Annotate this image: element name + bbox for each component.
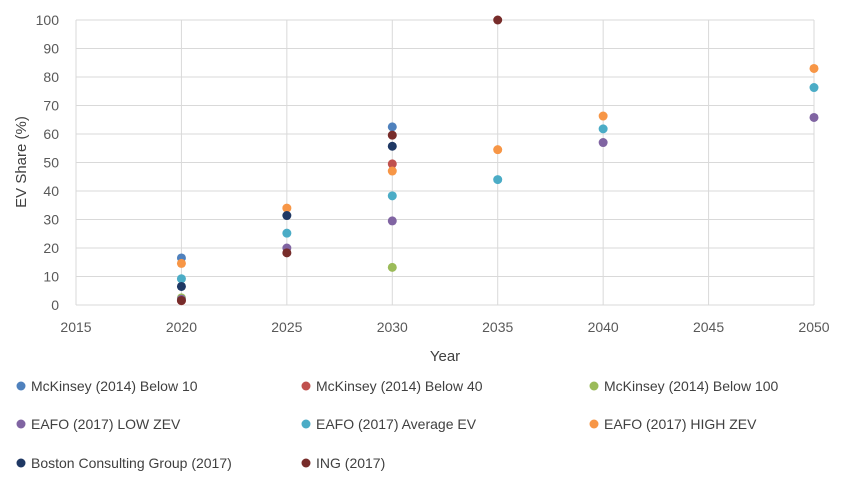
legend-marker	[16, 458, 26, 468]
y-tick-label: 0	[51, 297, 59, 313]
legend-item: EAFO (2017) HIGH ZEV	[589, 416, 757, 432]
data-point	[387, 130, 397, 140]
data-point	[387, 216, 397, 226]
x-tick-label: 2025	[271, 319, 302, 335]
legend-marker	[301, 381, 311, 391]
data-point	[493, 145, 503, 155]
data-point	[809, 112, 819, 122]
y-tick-label: 100	[36, 12, 60, 28]
data-point	[176, 258, 186, 268]
data-point	[282, 203, 292, 213]
x-tick-label: 2030	[377, 319, 408, 335]
data-point	[598, 124, 608, 134]
y-tick-label: 60	[43, 126, 59, 142]
x-tick-label: 2050	[798, 319, 829, 335]
data-point	[176, 274, 186, 284]
data-point	[809, 63, 819, 73]
legend-label: McKinsey (2014) Below 100	[604, 378, 779, 394]
legend-marker	[589, 381, 599, 391]
data-point	[387, 262, 397, 272]
legend-label: ING (2017)	[316, 455, 385, 471]
legend-item: ING (2017)	[301, 455, 385, 471]
data-point	[282, 228, 292, 238]
legend-marker	[16, 381, 26, 391]
x-tick-label: 2020	[166, 319, 197, 335]
data-point	[282, 211, 292, 221]
legend-label: EAFO (2017) Average EV	[316, 416, 477, 432]
x-tick-label: 2045	[693, 319, 724, 335]
x-tick-label: 2015	[60, 319, 91, 335]
y-tick-label: 80	[43, 69, 59, 85]
legend-label: EAFO (2017) HIGH ZEV	[604, 416, 757, 432]
legend-item: EAFO (2017) LOW ZEV	[16, 416, 181, 432]
legend-item: McKinsey (2014) Below 10	[16, 378, 198, 394]
legend-item: EAFO (2017) Average EV	[301, 416, 477, 432]
grid	[75, 19, 815, 306]
legend-marker	[301, 419, 311, 429]
y-tick-label: 70	[43, 98, 59, 114]
data-point	[387, 141, 397, 151]
y-axis-title: EV Share (%)	[13, 116, 30, 208]
x-tick-label: 2035	[482, 319, 513, 335]
data-point	[387, 166, 397, 176]
legend-item: McKinsey (2014) Below 100	[589, 378, 779, 394]
y-tick-label: 50	[43, 155, 59, 171]
data-point	[598, 111, 608, 121]
legend: McKinsey (2014) Below 10 McKinsey (2014) …	[16, 378, 779, 471]
legend-marker	[301, 458, 311, 468]
data-point	[387, 122, 397, 132]
data-point	[387, 159, 397, 169]
legend-label: Boston Consulting Group (2017)	[31, 455, 232, 471]
y-tick-label: 90	[43, 41, 59, 57]
data-point	[598, 138, 608, 148]
legend-label: EAFO (2017) LOW ZEV	[31, 416, 181, 432]
data-point	[493, 15, 503, 25]
legend-label: McKinsey (2014) Below 40	[316, 378, 483, 394]
x-tick-label: 2040	[588, 319, 619, 335]
legend-item: Boston Consulting Group (2017)	[16, 455, 232, 471]
data-point	[176, 281, 186, 291]
y-tick-label: 10	[43, 269, 59, 285]
y-tick-label: 30	[43, 212, 59, 228]
data-point	[493, 175, 503, 185]
x-axis-title: Year	[430, 348, 460, 365]
data-point	[282, 248, 292, 258]
data-points	[176, 15, 819, 306]
legend-label: McKinsey (2014) Below 10	[31, 378, 198, 394]
data-point	[387, 191, 397, 201]
y-tick-label: 20	[43, 240, 59, 256]
data-point	[809, 83, 819, 93]
y-tick-label: 40	[43, 183, 59, 199]
data-point	[176, 295, 186, 305]
legend-marker	[16, 419, 26, 429]
legend-marker	[589, 419, 599, 429]
legend-item: McKinsey (2014) Below 40	[301, 378, 483, 394]
